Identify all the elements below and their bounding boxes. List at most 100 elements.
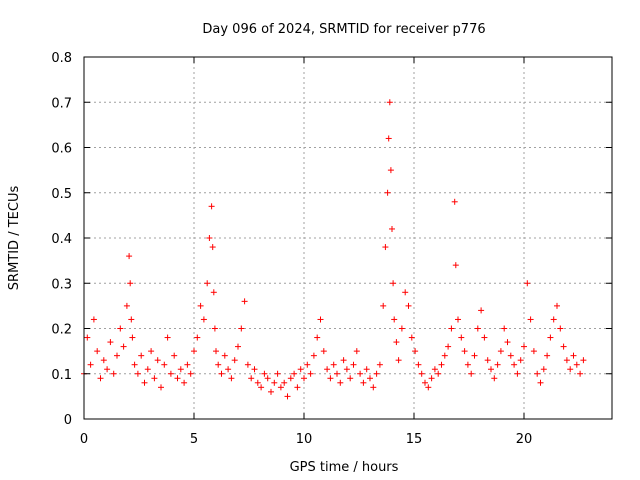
data-point	[307, 370, 314, 377]
data-point	[484, 357, 491, 364]
data-point	[208, 203, 215, 210]
data-point	[281, 379, 288, 386]
data-point	[274, 370, 281, 377]
data-point	[389, 225, 395, 232]
data-point	[107, 339, 114, 346]
data-point	[254, 379, 261, 386]
data-point	[94, 348, 101, 355]
grid	[84, 57, 612, 419]
data-point	[474, 325, 481, 332]
data-point	[297, 366, 304, 373]
data-point	[386, 99, 393, 106]
data-point	[181, 379, 188, 386]
data-point	[370, 384, 377, 391]
data-point	[268, 388, 274, 395]
data-point	[90, 316, 97, 323]
data-point	[357, 370, 364, 377]
data-point	[422, 379, 428, 386]
data-point	[238, 325, 245, 332]
data-point	[164, 334, 171, 341]
data-point	[314, 334, 321, 341]
data-point	[452, 262, 459, 269]
data-point	[304, 361, 311, 368]
data-point	[521, 343, 527, 350]
data-point	[104, 366, 111, 373]
data-point	[110, 370, 117, 377]
x-axis-label: GPS time / hours	[290, 460, 399, 475]
data-point	[114, 352, 120, 359]
data-point	[327, 375, 334, 382]
data-point	[382, 244, 389, 251]
data-point	[547, 334, 554, 341]
data-point	[184, 361, 191, 368]
data-point	[507, 352, 514, 359]
data-point	[131, 361, 138, 368]
data-point	[287, 375, 294, 382]
data-point	[471, 352, 478, 359]
chart-title: Day 096 of 2024, SRMTID for receiver p77…	[202, 22, 485, 37]
data-point	[138, 352, 145, 359]
data-point	[481, 334, 488, 341]
data-point	[174, 375, 181, 382]
data-point	[517, 357, 524, 364]
data-point	[530, 348, 537, 355]
data-point	[154, 357, 161, 364]
data-point	[455, 316, 461, 323]
data-point	[387, 167, 394, 174]
data-point	[277, 384, 284, 391]
data-point	[97, 375, 104, 382]
data-point	[350, 361, 357, 368]
data-point	[340, 357, 347, 364]
data-point	[126, 253, 133, 260]
data-point	[373, 370, 380, 377]
data-point	[501, 325, 508, 332]
y-tick-label: 0.5	[51, 187, 72, 202]
data-point	[228, 375, 235, 382]
y-tick-label: 0.6	[51, 142, 72, 157]
data-point	[478, 307, 485, 314]
data-point	[330, 361, 337, 368]
data-point	[550, 316, 557, 323]
data-point	[194, 334, 201, 341]
data-points	[81, 99, 587, 400]
data-point	[428, 375, 435, 382]
data-point	[367, 375, 373, 382]
data-point	[570, 352, 577, 359]
data-point	[540, 366, 547, 373]
x-tick-label: 20	[516, 432, 533, 447]
y-tick-label: 0.3	[51, 277, 72, 292]
data-point	[418, 370, 425, 377]
data-point	[317, 316, 324, 323]
data-point	[100, 357, 107, 364]
data-point	[134, 370, 141, 377]
data-point	[117, 325, 124, 332]
data-point	[524, 280, 531, 287]
data-point	[84, 334, 91, 341]
data-point	[310, 352, 317, 359]
data-point	[291, 370, 298, 377]
data-point	[241, 298, 248, 305]
data-point	[491, 375, 498, 382]
data-point	[171, 352, 178, 359]
data-point	[210, 289, 217, 296]
data-point	[438, 361, 445, 368]
data-point	[445, 343, 452, 350]
data-point	[177, 366, 184, 373]
data-point	[577, 370, 584, 377]
data-point	[264, 375, 271, 382]
data-point	[235, 343, 241, 350]
data-point	[221, 352, 228, 359]
data-point	[161, 361, 168, 368]
data-point	[464, 361, 471, 368]
y-tick-label: 0.7	[51, 96, 72, 111]
data-point	[580, 357, 587, 364]
y-axis-label: SRMTID / TECUs	[7, 186, 22, 291]
data-point	[557, 325, 564, 332]
y-tick-label: 0.1	[51, 368, 72, 383]
data-point	[405, 302, 412, 309]
data-point	[213, 348, 219, 355]
data-point	[431, 366, 438, 373]
data-point	[563, 357, 570, 364]
data-point	[123, 302, 130, 309]
x-tick-label: 15	[406, 432, 423, 447]
